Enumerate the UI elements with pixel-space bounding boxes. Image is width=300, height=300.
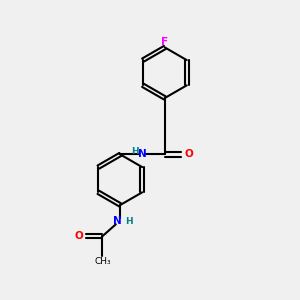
Text: H: H [131,147,139,156]
Text: CH₃: CH₃ [94,257,111,266]
Text: O: O [74,231,83,241]
Text: F: F [161,37,168,47]
Text: O: O [184,149,193,160]
Text: H: H [125,217,132,226]
Text: N: N [113,216,122,226]
Text: N: N [138,149,147,160]
